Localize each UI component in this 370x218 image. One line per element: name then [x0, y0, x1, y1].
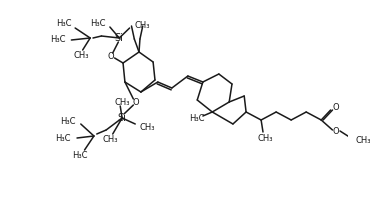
- Text: O: O: [333, 126, 340, 136]
- Text: CH₃: CH₃: [356, 136, 370, 145]
- Text: CH₃: CH₃: [134, 20, 150, 29]
- Text: H₃C: H₃C: [50, 36, 66, 44]
- Text: Si: Si: [118, 113, 127, 123]
- Text: CH₃: CH₃: [73, 51, 88, 60]
- Text: O: O: [108, 51, 114, 61]
- Text: CH₃: CH₃: [257, 133, 273, 143]
- Text: CH₃: CH₃: [102, 135, 118, 143]
- Text: CH₃: CH₃: [140, 123, 155, 131]
- Text: H₃C: H₃C: [189, 114, 205, 123]
- Text: H₃C: H₃C: [56, 19, 71, 29]
- Text: H₃C: H₃C: [90, 19, 105, 29]
- Text: H₃C: H₃C: [60, 116, 75, 126]
- Text: H₃C: H₃C: [55, 133, 70, 143]
- Text: CH₃: CH₃: [114, 97, 130, 107]
- Text: O: O: [133, 97, 139, 107]
- Text: H₃C: H₃C: [72, 150, 88, 160]
- Text: O: O: [332, 102, 339, 111]
- Text: Si: Si: [115, 33, 124, 43]
